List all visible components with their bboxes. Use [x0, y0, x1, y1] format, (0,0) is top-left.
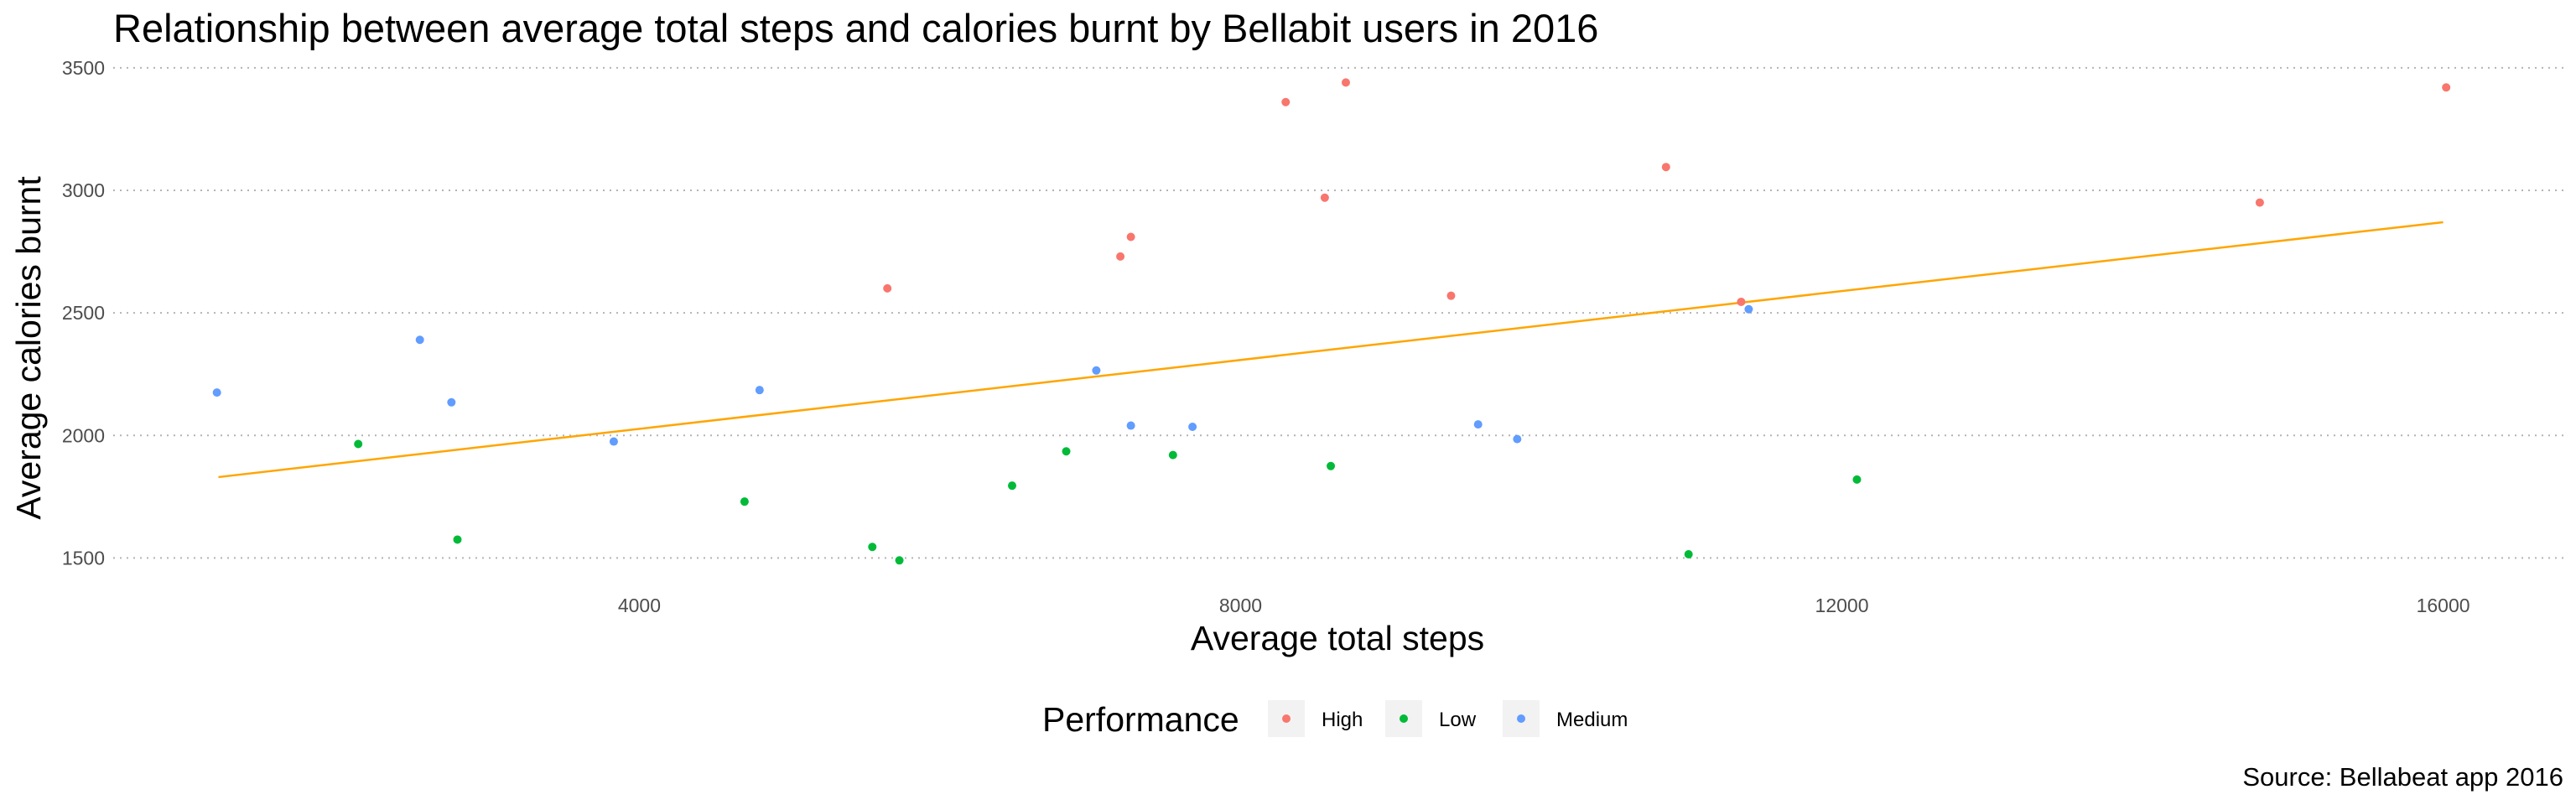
- trend-line-group: [218, 221, 2444, 479]
- x-tick-label: 4000: [618, 595, 661, 616]
- data-point: [2255, 198, 2264, 207]
- x-tick-label: 12000: [1815, 595, 1869, 616]
- data-point: [1126, 232, 1135, 242]
- legend-label-medium: Medium: [1556, 709, 1628, 731]
- data-point: [447, 397, 456, 407]
- data-point: [1007, 481, 1016, 491]
- data-point: [415, 335, 424, 345]
- series-medium: [212, 304, 1753, 446]
- data-point: [1092, 366, 1101, 375]
- legend-label-low: Low: [1439, 709, 1477, 731]
- legend-label-high: High: [1322, 709, 1363, 731]
- data-point: [1116, 252, 1125, 261]
- data-point: [1661, 163, 1670, 172]
- data-point: [609, 437, 618, 446]
- data-point: [755, 386, 764, 395]
- data-point: [868, 543, 877, 552]
- y-axis-ticks: 1500 2000 2500 3000 3500: [62, 57, 105, 569]
- data-point: [1684, 550, 1693, 559]
- data-point: [1473, 420, 1483, 429]
- data-point: [2442, 83, 2451, 92]
- data-point: [212, 388, 221, 397]
- data-point: [1168, 450, 1177, 460]
- x-axis-title: Average total steps: [1191, 619, 1484, 657]
- data-point: [1341, 78, 1350, 87]
- data-point: [1126, 421, 1135, 430]
- data-point: [1320, 193, 1329, 202]
- y-tick-label: 1500: [62, 547, 105, 569]
- data-point: [453, 535, 462, 544]
- data-point: [1852, 475, 1862, 484]
- grid-lines: [113, 66, 2563, 559]
- x-tick-label: 16000: [2417, 595, 2470, 616]
- legend-title: Performance: [1042, 700, 1239, 739]
- data-point: [1737, 297, 1746, 306]
- data-point: [1327, 461, 1336, 470]
- legend-key-medium: [1517, 714, 1525, 723]
- data-points: [212, 78, 2451, 565]
- data-point: [883, 283, 892, 293]
- data-point: [1513, 434, 1522, 444]
- y-tick-label: 2500: [62, 302, 105, 324]
- y-axis-title: Average calories burnt: [9, 176, 48, 520]
- x-axis-ticks: 4000 8000 12000 16000: [618, 595, 2470, 616]
- trend-line: [218, 221, 2444, 479]
- chart-title: Relationship between average total steps…: [113, 6, 1598, 50]
- x-tick-label: 8000: [1219, 595, 1262, 616]
- data-point: [1062, 447, 1071, 456]
- data-point: [1446, 291, 1456, 300]
- data-point: [1188, 423, 1197, 432]
- data-point: [1744, 304, 1753, 314]
- y-tick-label: 2000: [62, 424, 105, 446]
- series-high: [883, 78, 2451, 306]
- data-point: [354, 439, 363, 449]
- y-tick-label: 3000: [62, 179, 105, 201]
- legend: Performance High Low Medium: [1042, 700, 1628, 739]
- legend-key-high: [1282, 714, 1291, 723]
- series-low: [354, 439, 1862, 565]
- data-point: [740, 497, 749, 506]
- legend-key-low: [1400, 714, 1408, 723]
- data-point: [895, 556, 904, 565]
- y-tick-label: 3500: [62, 57, 105, 79]
- data-point: [1281, 97, 1291, 106]
- caption: Source: Bellabeat app 2016: [2242, 762, 2563, 792]
